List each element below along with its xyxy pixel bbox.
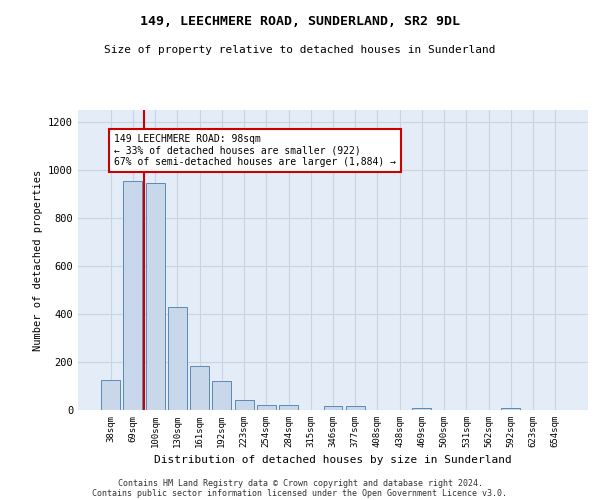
Bar — [101, 380, 120, 410]
Bar — [502, 408, 520, 410]
X-axis label: Distribution of detached houses by size in Sunderland: Distribution of detached houses by size … — [154, 456, 512, 466]
Bar — [168, 307, 187, 410]
Text: Contains public sector information licensed under the Open Government Licence v3: Contains public sector information licen… — [92, 488, 508, 498]
Text: 149 LEECHMERE ROAD: 98sqm
← 33% of detached houses are smaller (922)
67% of semi: 149 LEECHMERE ROAD: 98sqm ← 33% of detac… — [114, 134, 396, 167]
Bar — [412, 408, 431, 410]
Bar — [235, 400, 254, 410]
Text: 149, LEECHMERE ROAD, SUNDERLAND, SR2 9DL: 149, LEECHMERE ROAD, SUNDERLAND, SR2 9DL — [140, 15, 460, 28]
Bar — [146, 183, 164, 410]
Text: Contains HM Land Registry data © Crown copyright and database right 2024.: Contains HM Land Registry data © Crown c… — [118, 478, 482, 488]
Text: Size of property relative to detached houses in Sunderland: Size of property relative to detached ho… — [104, 45, 496, 55]
Bar — [190, 366, 209, 410]
Bar — [279, 405, 298, 410]
Y-axis label: Number of detached properties: Number of detached properties — [32, 170, 43, 350]
Bar — [212, 381, 231, 410]
Bar — [323, 406, 343, 410]
Bar — [124, 181, 142, 410]
Bar — [257, 405, 276, 410]
Bar — [346, 406, 365, 410]
